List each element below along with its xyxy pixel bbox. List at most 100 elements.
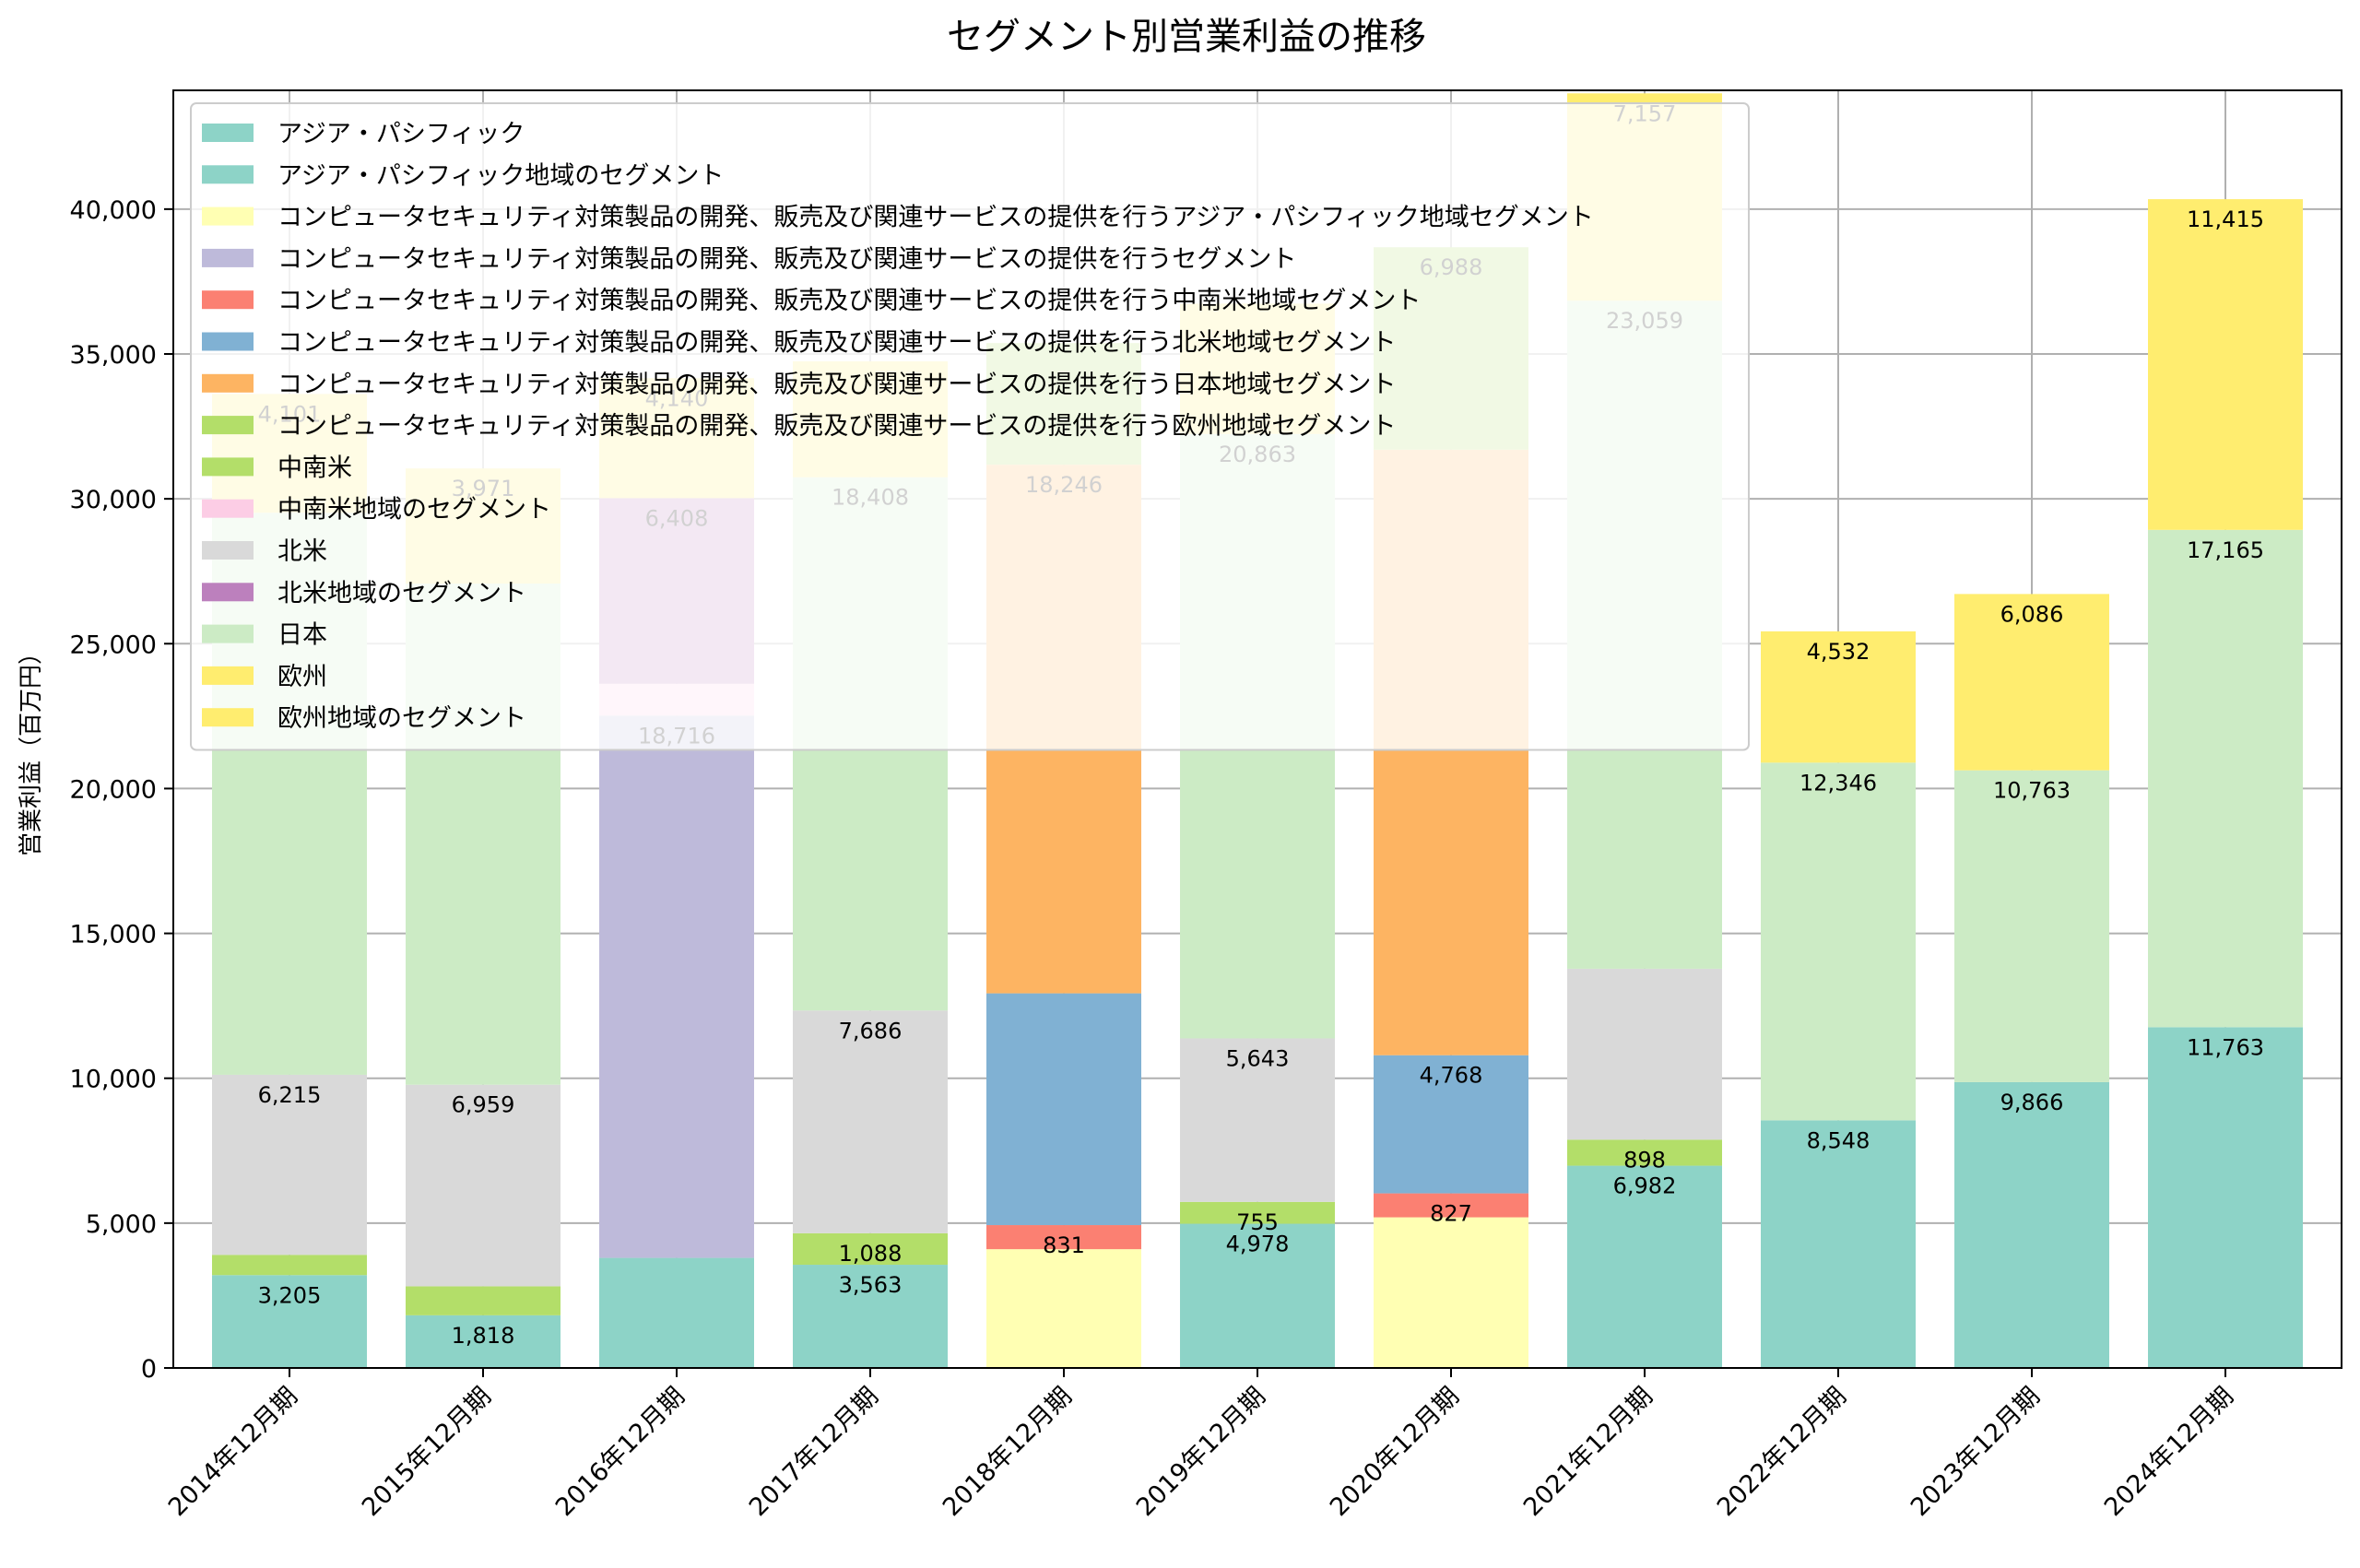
legend-box: [190, 102, 1750, 751]
legend-swatch: [202, 666, 254, 685]
data-label: 9,866: [2000, 1090, 2064, 1115]
chart-title: セグメント別営業利益の推移: [947, 16, 1426, 58]
x-tick-label: 2015年12月期: [357, 1382, 497, 1522]
legend-swatch: [202, 499, 254, 518]
legend-entry: 欧州: [277, 663, 327, 691]
legend-swatch: [202, 206, 254, 226]
bar-segment: [1567, 968, 1722, 1140]
legend-entry: 日本: [277, 621, 327, 650]
data-label: 7,686: [839, 1018, 903, 1043]
legend-entry: 北米: [277, 537, 327, 566]
bar-segment: [1374, 1217, 1528, 1368]
bar-segment: [1180, 1201, 1335, 1224]
bar-segment: [1374, 1193, 1528, 1218]
data-label: 11,763: [2187, 1034, 2264, 1060]
data-label: 898: [1623, 1147, 1666, 1173]
data-label: 755: [1236, 1209, 1279, 1235]
bar-segment: [599, 715, 754, 1258]
x-tick-label: 2017年12月期: [744, 1382, 884, 1522]
y-tick-label: 20,000: [70, 775, 157, 804]
legend-entry: コンピュータセキュリティ対策製品の開発、販売及び関連サービスの提供を行う欧州地域…: [277, 412, 1396, 441]
legend-swatch: [202, 624, 254, 643]
x-tick-label: 2020年12月期: [1325, 1382, 1465, 1522]
x-tick-label: 2014年12月期: [163, 1382, 303, 1522]
bar-segment: [986, 1225, 1141, 1250]
bar-segment: [793, 1232, 948, 1266]
x-tick-label: 2024年12月期: [2099, 1382, 2239, 1522]
legend-swatch: [202, 373, 254, 393]
bar-segment: [406, 1315, 560, 1368]
bar-segment: [1954, 594, 2109, 771]
x-tick-label: 2023年12月期: [1906, 1382, 2046, 1522]
bar-segment: [2148, 529, 2303, 1028]
legend-entry: コンピュータセキュリティ対策製品の開発、販売及び関連サービスの提供を行う北米地域…: [277, 329, 1396, 358]
bar-segment: [793, 1010, 948, 1233]
bar-segment: [793, 1265, 948, 1368]
legend-entry: コンピュータセキュリティ対策製品の開発、販売及び関連サービスの提供を行うアジア・…: [277, 204, 1594, 232]
legend-swatch: [202, 416, 254, 435]
data-label: 12,346: [1800, 770, 1877, 796]
bar-segment: [1761, 631, 1916, 763]
bar-segment: [406, 1084, 560, 1287]
legend-entry: アジア・パシフィック地域のセグメント: [277, 161, 724, 190]
y-tick-label: 10,000: [70, 1066, 157, 1094]
legend-entry: コンピュータセキュリティ対策製品の開発、販売及び関連サービスの提供を行うセグメン…: [277, 245, 1296, 274]
data-label: 3,205: [258, 1282, 322, 1308]
x-tick-label: 2022年12月期: [1712, 1382, 1852, 1522]
bar-segment: [1761, 762, 1916, 1121]
x-tick-label: 2019年12月期: [1131, 1382, 1271, 1522]
bar-segment: [2148, 1027, 2303, 1368]
legend: アジア・パシフィックアジア・パシフィック地域のセグメントコンピュータセキュリティ…: [190, 102, 1750, 751]
legend-swatch: [202, 124, 254, 142]
bar-segment: [986, 1249, 1141, 1368]
legend-entry: アジア・パシフィック: [277, 120, 525, 148]
y-tick-label: 35,000: [70, 341, 157, 370]
data-label: 17,165: [2187, 537, 2264, 563]
bar-segment: [1567, 1139, 1722, 1166]
legend-swatch: [202, 165, 254, 184]
y-tick-label: 0: [141, 1355, 157, 1384]
data-label: 11,415: [2187, 206, 2264, 232]
bar-segment: [1180, 1223, 1335, 1368]
bar-segment: [599, 1257, 754, 1368]
data-label: 5,643: [1226, 1045, 1290, 1071]
data-label: 4,768: [1420, 1063, 1483, 1089]
data-label: 1,818: [452, 1323, 515, 1349]
data-label: 6,982: [1613, 1173, 1677, 1199]
legend-swatch: [202, 457, 254, 477]
bar-segment: [1180, 1038, 1335, 1202]
x-tick-label: 2016年12月期: [550, 1382, 690, 1522]
bar-segment: [406, 1286, 560, 1315]
data-label: 1,088: [839, 1241, 903, 1267]
data-label: 3,563: [839, 1272, 903, 1298]
legend-entry: 北米地域のセグメント: [277, 579, 526, 607]
y-tick-label: 15,000: [70, 921, 157, 949]
legend-swatch: [202, 583, 254, 602]
bar-segment: [986, 993, 1141, 1226]
legend-swatch: [202, 332, 254, 351]
data-label: 10,763: [1993, 778, 2071, 804]
legend-swatch: [202, 248, 254, 267]
data-label: 8,548: [1807, 1127, 1870, 1153]
y-tick-label: 25,000: [70, 631, 157, 659]
data-label: 4,978: [1226, 1232, 1290, 1257]
y-axis-label: 営業利益（百万円）: [18, 641, 45, 856]
bar-segment: [1761, 1120, 1916, 1368]
data-label: 6,215: [258, 1082, 322, 1108]
data-label: 827: [1430, 1201, 1472, 1227]
legend-swatch: [202, 290, 254, 310]
data-label: 6,086: [2000, 601, 2064, 627]
bar-segment: [1374, 1055, 1528, 1194]
plot-frame: [172, 89, 2342, 1369]
x-tick-label: 2018年12月期: [938, 1382, 1078, 1522]
y-tick-label: 5,000: [86, 1210, 157, 1239]
data-label: 6,959: [452, 1092, 515, 1118]
bar-segment: [1567, 1165, 1722, 1368]
legend-entry: 中南米: [277, 454, 352, 482]
bar-segment: [1954, 770, 2109, 1082]
bar-segment: [212, 1074, 367, 1256]
y-tick-label: 30,000: [70, 486, 157, 514]
legend-entry: コンピュータセキュリティ対策製品の開発、販売及び関連サービスの提供を行う日本地域…: [277, 371, 1396, 399]
